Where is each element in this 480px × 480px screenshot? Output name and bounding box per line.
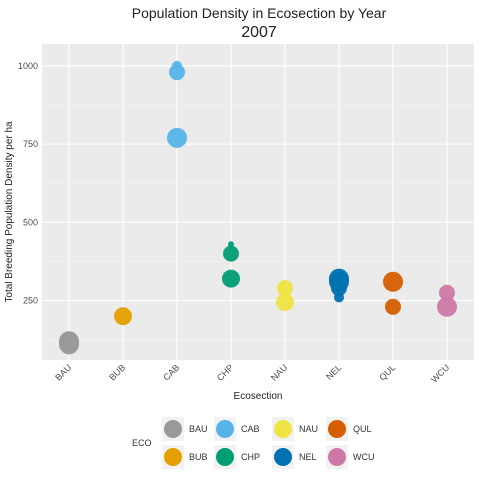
legend-label: NAU (299, 424, 318, 434)
x-tick-label: BAU (53, 362, 73, 382)
data-point (172, 60, 182, 71)
data-point (437, 296, 457, 317)
legend-label: BUB (189, 452, 208, 462)
data-point (276, 293, 294, 312)
data-point (167, 127, 187, 148)
legend-swatch (164, 420, 182, 438)
legend-label: NEL (299, 452, 317, 462)
legend-label: CHP (241, 452, 260, 462)
x-tick-label: NEL (324, 362, 343, 381)
chart-subtitle: 2007 (241, 24, 277, 41)
data-point (383, 271, 403, 292)
legend-swatch (216, 420, 234, 438)
data-point (385, 298, 401, 315)
data-point (223, 245, 239, 262)
legend-label: WCU (353, 452, 375, 462)
legend: BAU BUB CAB CHP NAU NEL QUL WCU (162, 417, 375, 469)
legend-label: BAU (189, 424, 208, 434)
legend-swatch (164, 448, 182, 466)
y-tick-label: 1000 (18, 61, 38, 71)
data-points (59, 60, 457, 355)
data-point (222, 269, 240, 288)
x-axis-title: Ecosection (234, 391, 283, 402)
data-point (61, 331, 77, 348)
y-tick-label: 250 (23, 296, 38, 306)
legend-swatch (328, 420, 346, 438)
legend-swatch (216, 448, 234, 466)
legend-label: QUL (353, 424, 372, 434)
data-point (277, 280, 293, 297)
y-tick-label: 750 (23, 139, 38, 149)
legend-swatch (274, 420, 292, 438)
y-tick-label: 500 (23, 217, 38, 227)
legend-label: CAB (241, 424, 260, 434)
data-point (228, 241, 234, 248)
legend-title: ECO (132, 438, 152, 448)
x-tick-label: NAU (269, 362, 290, 383)
x-tick-label: WCU (429, 362, 451, 384)
x-tick-label: BUB (107, 362, 127, 382)
data-point (329, 268, 349, 289)
y-tick-labels: 250 500 750 1000 (18, 61, 38, 306)
plot-panel (42, 44, 474, 360)
data-point (114, 307, 132, 326)
x-tick-label: CHP (215, 362, 236, 383)
x-tick-label: CAB (161, 362, 181, 382)
y-axis-title: Total Breeding Population Density per ha (4, 121, 15, 303)
legend-swatch (328, 448, 346, 466)
x-tick-label: QUL (377, 362, 397, 382)
legend-swatch (274, 448, 292, 466)
x-tick-labels: BAU BUB CAB CHP NAU NEL QUL WCU (53, 362, 451, 384)
data-point (439, 284, 455, 301)
chart-title: Population Density in Ecosection by Year (132, 5, 387, 21)
